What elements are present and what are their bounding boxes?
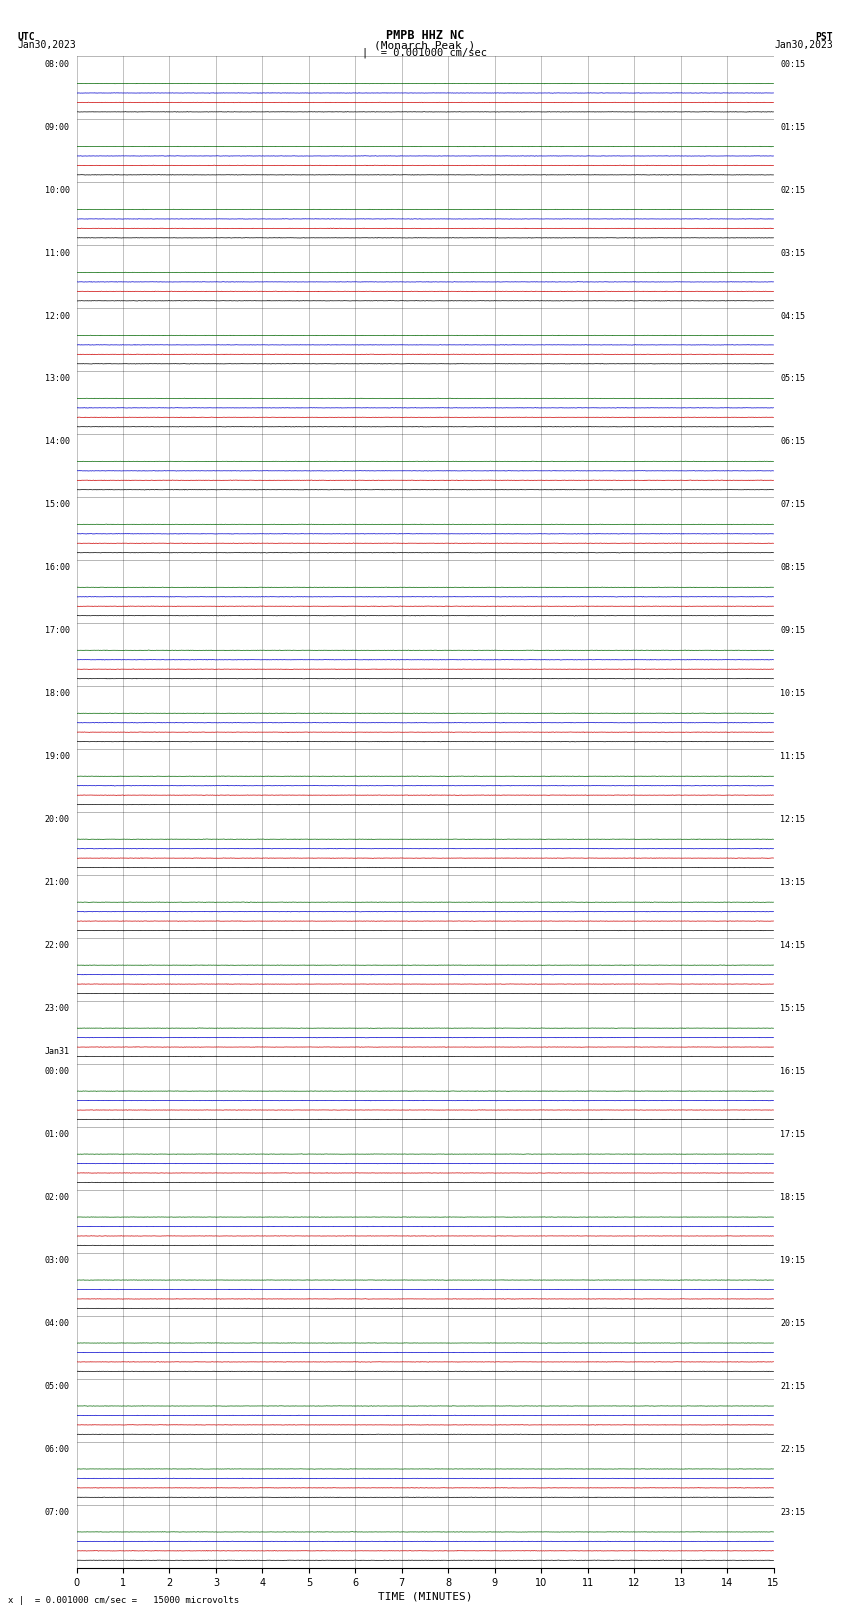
- Text: Jan30,2023: Jan30,2023: [17, 40, 76, 50]
- Text: 15:15: 15:15: [780, 1005, 806, 1013]
- X-axis label: TIME (MINUTES): TIME (MINUTES): [377, 1592, 473, 1602]
- Text: 09:15: 09:15: [780, 626, 806, 636]
- Text: 13:00: 13:00: [44, 374, 70, 384]
- Text: 23:00: 23:00: [44, 1005, 70, 1013]
- Text: 11:15: 11:15: [780, 752, 806, 761]
- Text: 18:00: 18:00: [44, 689, 70, 698]
- Text: 17:00: 17:00: [44, 626, 70, 636]
- Text: 23:15: 23:15: [780, 1508, 806, 1516]
- Text: 03:15: 03:15: [780, 248, 806, 258]
- Text: 04:15: 04:15: [780, 311, 806, 321]
- Text: 12:15: 12:15: [780, 815, 806, 824]
- Text: PST: PST: [815, 32, 833, 42]
- Text: 21:15: 21:15: [780, 1382, 806, 1390]
- Text: 01:00: 01:00: [44, 1131, 70, 1139]
- Text: 07:15: 07:15: [780, 500, 806, 510]
- Text: 19:15: 19:15: [780, 1257, 806, 1265]
- Text: 09:00: 09:00: [44, 123, 70, 132]
- Text: 08:00: 08:00: [44, 60, 70, 69]
- Text: 14:15: 14:15: [780, 942, 806, 950]
- Text: 22:15: 22:15: [780, 1445, 806, 1453]
- Text: 06:15: 06:15: [780, 437, 806, 447]
- Text: 10:15: 10:15: [780, 689, 806, 698]
- Text: 16:00: 16:00: [44, 563, 70, 573]
- Text: 19:00: 19:00: [44, 752, 70, 761]
- Text: 05:00: 05:00: [44, 1382, 70, 1390]
- Text: Jan30,2023: Jan30,2023: [774, 40, 833, 50]
- Text: 02:15: 02:15: [780, 185, 806, 195]
- Text: x |  = 0.001000 cm/sec =   15000 microvolts: x | = 0.001000 cm/sec = 15000 microvolts: [8, 1595, 240, 1605]
- Text: 21:00: 21:00: [44, 877, 70, 887]
- Text: 14:00: 14:00: [44, 437, 70, 447]
- Text: 05:15: 05:15: [780, 374, 806, 384]
- Text: 17:15: 17:15: [780, 1131, 806, 1139]
- Text: 20:15: 20:15: [780, 1319, 806, 1327]
- Text: 03:00: 03:00: [44, 1257, 70, 1265]
- Text: 22:00: 22:00: [44, 942, 70, 950]
- Text: (Monarch Peak ): (Monarch Peak ): [374, 40, 476, 50]
- Text: 07:00: 07:00: [44, 1508, 70, 1516]
- Text: 18:15: 18:15: [780, 1194, 806, 1202]
- Text: Jan31: Jan31: [44, 1047, 70, 1057]
- Text: PMPB HHZ NC: PMPB HHZ NC: [386, 29, 464, 42]
- Text: 15:00: 15:00: [44, 500, 70, 510]
- Text: 20:00: 20:00: [44, 815, 70, 824]
- Text: 00:00: 00:00: [44, 1068, 70, 1076]
- Text: 10:00: 10:00: [44, 185, 70, 195]
- Text: UTC: UTC: [17, 32, 35, 42]
- Text: 08:15: 08:15: [780, 563, 806, 573]
- Text: 12:00: 12:00: [44, 311, 70, 321]
- Text: 13:15: 13:15: [780, 877, 806, 887]
- Text: 02:00: 02:00: [44, 1194, 70, 1202]
- Text: 11:00: 11:00: [44, 248, 70, 258]
- Text: 06:00: 06:00: [44, 1445, 70, 1453]
- Text: 16:15: 16:15: [780, 1068, 806, 1076]
- Text: 04:00: 04:00: [44, 1319, 70, 1327]
- Text: 01:15: 01:15: [780, 123, 806, 132]
- Text: 00:15: 00:15: [780, 60, 806, 69]
- Text: |  = 0.001000 cm/sec: | = 0.001000 cm/sec: [362, 47, 488, 58]
